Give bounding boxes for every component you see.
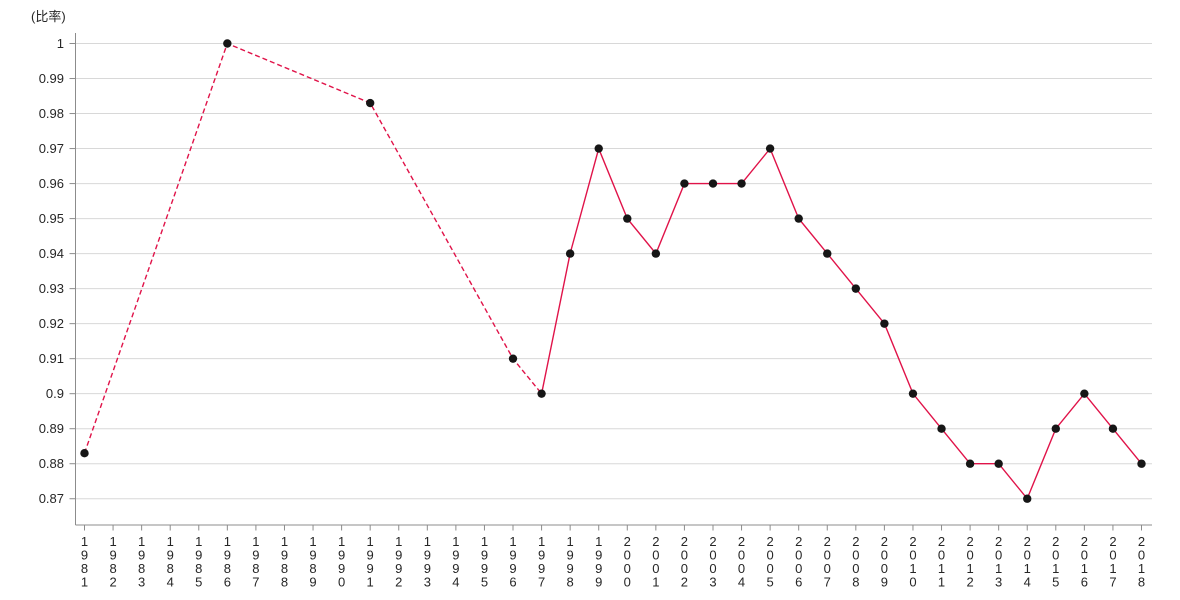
data-point-marker: [594, 144, 603, 153]
data-point-marker: [908, 389, 918, 398]
y-tick-label: 0.9: [46, 386, 64, 401]
data-point-marker: [880, 319, 889, 328]
data-point-marker: [1023, 494, 1032, 503]
data-point-marker: [851, 284, 861, 293]
data-point-marker: [365, 98, 375, 108]
y-tick-label: 0.91: [39, 351, 64, 366]
data-point-marker: [1051, 424, 1060, 433]
y-tick-label: 0.89: [39, 421, 64, 436]
data-point-marker: [1137, 459, 1146, 468]
data-point-marker: [565, 249, 575, 258]
data-point-marker: [537, 389, 546, 398]
series-line-solid: [540, 146, 1143, 501]
data-point-marker: [765, 144, 775, 153]
data-point-marker: [508, 354, 518, 363]
data-point-marker: [680, 179, 689, 188]
data-point-marker: [1108, 424, 1118, 433]
data-point-marker: [965, 459, 975, 468]
data-point-marker: [994, 459, 1003, 468]
y-tick-label: 0.93: [39, 281, 64, 296]
y-tick-label: 0.95: [39, 211, 64, 226]
y-tick-label: 0.98: [39, 106, 64, 121]
data-point-marker: [794, 214, 803, 223]
y-tick-label: 0.99: [39, 71, 64, 86]
data-point-marker: [937, 424, 946, 433]
series-line-dashed: [83, 42, 543, 454]
data-point-marker: [80, 449, 89, 458]
y-tick-label: 1: [57, 36, 64, 51]
data-point-marker: [223, 39, 232, 48]
data-point-marker: [823, 249, 832, 258]
y-tick-label: 0.88: [39, 456, 64, 471]
y-tick-label: 0.92: [39, 316, 64, 331]
data-point-marker: [651, 249, 661, 258]
y-tick-label: 0.96: [39, 176, 64, 191]
y-axis-unit-label: (比率): [31, 9, 66, 24]
data-point-marker: [1080, 389, 1089, 398]
y-tick-label: 0.94: [39, 246, 64, 261]
y-tick-label: 0.97: [39, 141, 64, 156]
y-tick-label: 0.87: [39, 491, 64, 506]
data-point-marker: [708, 179, 718, 188]
data-point-marker: [623, 214, 632, 223]
data-point-marker: [737, 179, 746, 188]
